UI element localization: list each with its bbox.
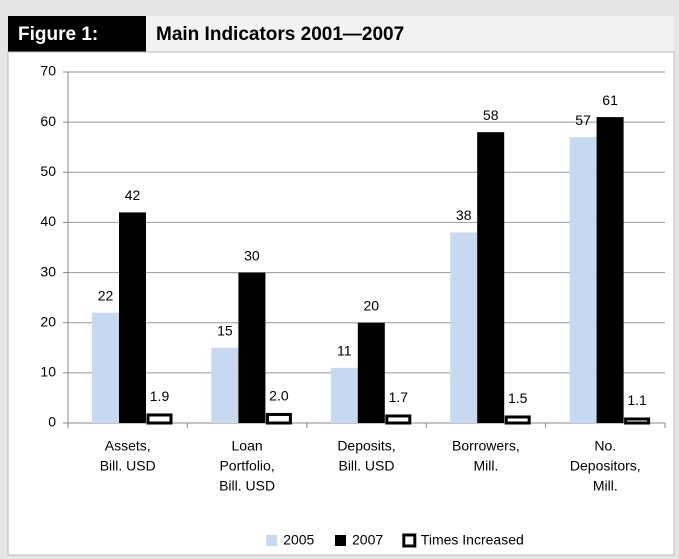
x-tick-label: Borrowers,: [452, 438, 520, 454]
bar: [357, 322, 385, 423]
figure-label: Figure 1:: [18, 24, 98, 45]
data-label: 30: [244, 247, 260, 263]
bar: [477, 132, 505, 423]
bar: [624, 417, 651, 425]
x-tick-label: Portfolio,: [219, 458, 274, 474]
bar: [504, 415, 531, 425]
data-label: 1.1: [627, 392, 647, 408]
x-tick-label: Mill.: [473, 458, 498, 474]
data-label: 22: [98, 287, 114, 303]
x-tick-label: No.: [594, 438, 616, 454]
chart-title: Main Indicators 2001—2007: [156, 24, 404, 45]
legend-label: Times Increased: [421, 532, 524, 548]
data-label: 38: [456, 207, 472, 223]
x-tick-label: Mill.: [593, 478, 618, 494]
data-label: 1.9: [150, 388, 170, 404]
y-tick-label: 30: [40, 263, 56, 279]
figure-label-box: [8, 16, 146, 52]
x-tick-label: Assets,: [105, 438, 151, 454]
x-tick-label: Bill. USD: [100, 458, 156, 474]
y-tick-label: 60: [40, 113, 56, 129]
bar: [119, 212, 146, 423]
data-label: 20: [364, 297, 380, 313]
bar: [211, 347, 239, 423]
x-tick-label: Depositors,: [570, 458, 641, 474]
x-tick-label: Bill. USD: [338, 458, 394, 474]
bar: [330, 367, 358, 423]
bar: [596, 117, 624, 423]
data-label: 42: [125, 187, 141, 203]
bar: [385, 414, 412, 425]
data-label: 58: [483, 107, 499, 123]
y-tick-label: 50: [40, 163, 56, 179]
data-label: 2.0: [269, 388, 289, 404]
y-tick-label: 70: [40, 63, 56, 79]
legend-swatch: [402, 533, 417, 548]
data-label: 1.7: [389, 389, 409, 405]
data-label: 1.5: [508, 390, 528, 406]
data-label: 11: [337, 343, 352, 359]
legend-swatch: [266, 535, 278, 546]
y-tick-label: 40: [40, 213, 56, 229]
data-label: 15: [217, 322, 233, 338]
x-tick-label: Deposits,: [337, 438, 395, 454]
x-tick-label: Loan: [232, 438, 263, 454]
bar: [265, 412, 292, 425]
data-label: 61: [602, 92, 618, 108]
bar: [569, 137, 597, 423]
legend-swatch: [335, 535, 346, 546]
data-label: 57: [575, 112, 591, 128]
bar: [92, 312, 119, 423]
legend-label: 2007: [352, 532, 383, 548]
bar: [146, 413, 173, 425]
legend-label: 2005: [283, 532, 314, 548]
bar: [450, 232, 478, 423]
y-tick-label: 10: [40, 364, 56, 380]
bar: [238, 272, 266, 423]
x-tick-label: Bill. USD: [219, 478, 275, 494]
y-tick-label: 0: [48, 414, 56, 430]
y-tick-label: 20: [40, 313, 56, 329]
